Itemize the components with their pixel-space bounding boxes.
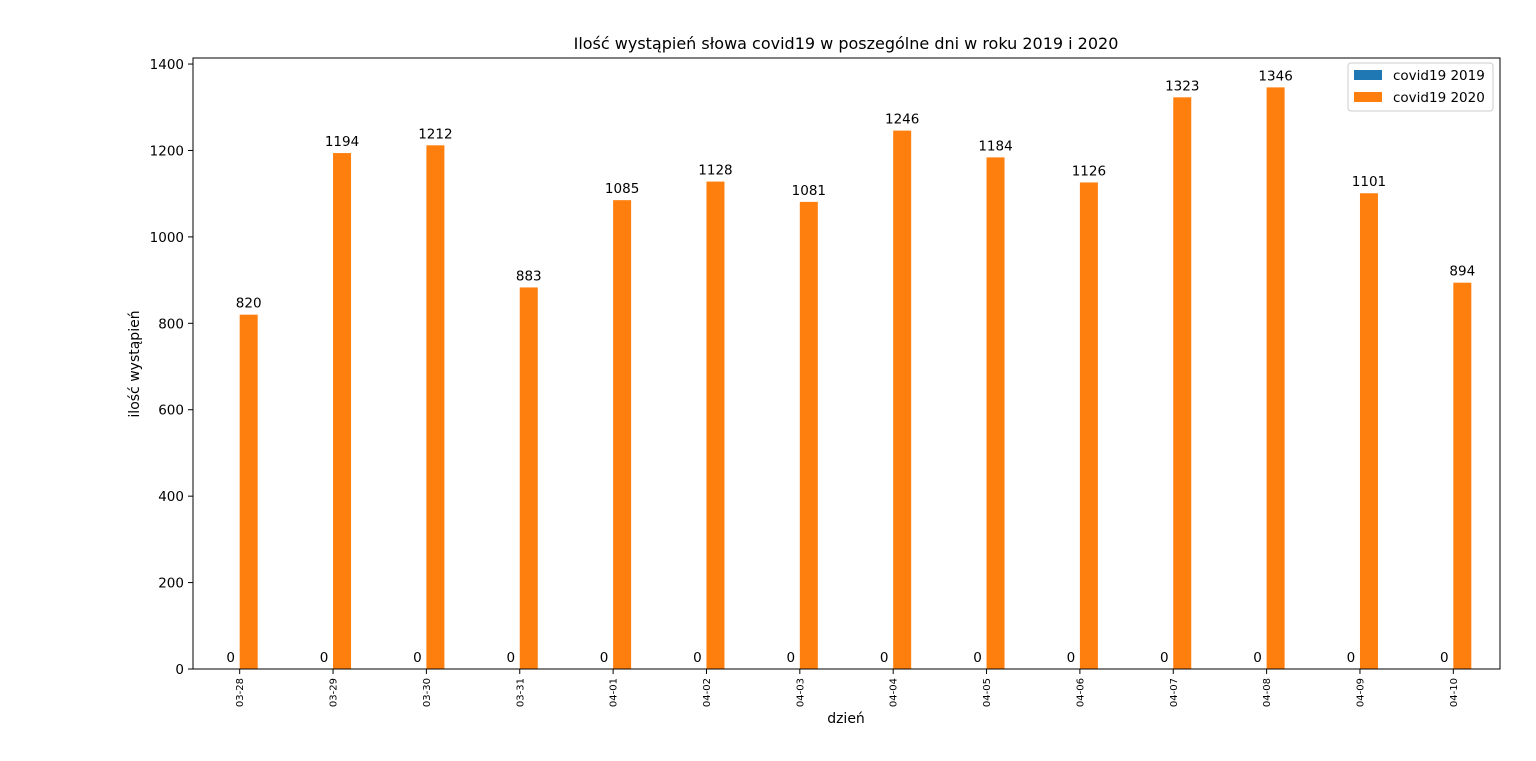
bar-value-label: 0 [1067,650,1076,666]
bar-value-label: 1346 [1258,68,1292,84]
y-axis-label: ilość wystąpień [127,310,143,417]
bar-value-label: 0 [600,650,609,666]
x-tick-label: 04-08 [1262,678,1273,707]
bar-value-label: 820 [236,296,262,312]
bar-2020-04-09 [1359,193,1378,670]
bar-value-label: 0 [1440,650,1449,666]
y-axis: 0 200 400 600 800 1000 1200 1400 [150,57,193,678]
bar-2020-04-04 [893,130,912,669]
bar-value-label: 0 [787,650,796,666]
bar-value-label: 1126 [1072,163,1106,179]
bar-2020-04-02 [706,181,725,669]
y-tick-label: 600 [158,403,184,419]
bar-value-label: 0 [320,650,329,666]
x-tick-label: 04-04 [889,678,900,707]
bar-value-label: 0 [506,650,515,666]
x-tick-label: 04-02 [702,678,713,707]
x-tick-label: 03-28 [235,678,246,707]
bar-value-label: 1246 [885,112,919,128]
bar-value-label: 1128 [698,163,732,179]
y-tick-label: 400 [158,489,184,505]
legend-label: covid19 2019 [1393,68,1485,84]
y-tick-label: 200 [158,576,184,592]
bar-value-label: 894 [1449,264,1475,280]
plot-frame [192,57,1501,670]
bar-value-label: 1194 [325,134,359,150]
x-tick-label: 03-29 [329,678,340,707]
legend: covid19 2019 covid19 2020 [1347,62,1494,112]
x-tick-label: 04-10 [1449,678,1460,707]
bar-value-label: 1101 [1352,174,1386,190]
bar-2020-03-29 [333,153,352,669]
y-tick-label: 1200 [150,143,184,159]
bar-value-label: 0 [226,650,235,666]
x-axis-label: dzień [827,711,865,727]
bar-2020-04-07 [1173,97,1192,670]
bar-2020-04-05 [986,157,1005,670]
x-tick-label: 04-07 [1169,678,1180,707]
y-tick-label: 800 [158,316,184,332]
bar-value-label: 0 [880,650,889,666]
y-tick-label: 0 [175,662,184,678]
x-tick-label: 04-03 [795,678,806,707]
bar-value-label: 0 [413,650,422,666]
bar-2020-04-08 [1266,87,1285,670]
bar-value-label: 883 [516,268,542,284]
bar-value-label: 0 [973,650,982,666]
bar-value-label: 0 [693,650,702,666]
bar-2020-04-03 [799,201,818,670]
x-tick-label: 04-06 [1075,678,1086,707]
x-tick-label: 04-05 [982,678,993,707]
bar-2020-03-31 [519,287,538,669]
bar-value-label: 0 [1160,650,1169,666]
bar-2020-04-10 [1453,282,1472,669]
bars-group [239,87,1472,670]
x-tick-label: 04-09 [1355,678,1366,707]
legend-box [1347,62,1494,112]
bar-value-label: 1184 [978,138,1012,154]
bar-value-label: 1085 [605,181,639,197]
bar-value-label: 1323 [1165,78,1199,94]
y-tick-label: 1000 [150,230,184,246]
bar-value-label: 0 [1253,650,1262,666]
legend-swatch [1354,70,1382,80]
bar-value-label: 1212 [418,126,452,142]
bar-labels-group: 0 0 0 0 0 0 0 0 0 0 0 0 0 0 820 1194 1212 883 1085 1128 1081… [226,68,1475,666]
legend-swatch [1354,92,1382,102]
x-tick-label: 04-01 [609,678,620,707]
bar-2020-03-30 [426,145,445,670]
x-axis: 03-28 03-29 03-30 03-31 04-01 04-02 04-03 04-04… [235,669,1460,707]
x-tick-label: 03-31 [515,678,526,707]
chart-title: Ilość wystąpień słowa covid19 w poszegól… [574,34,1119,53]
y-tick-label: 1400 [150,57,184,73]
bar-2020-04-01 [613,200,632,669]
x-tick-label: 03-30 [422,678,433,707]
legend-label: covid19 2020 [1393,90,1485,106]
bar-2020-04-06 [1079,182,1098,669]
bar-value-label: 1081 [792,183,826,199]
bar-2020-03-28 [239,314,258,669]
bar-value-label: 0 [1347,650,1356,666]
